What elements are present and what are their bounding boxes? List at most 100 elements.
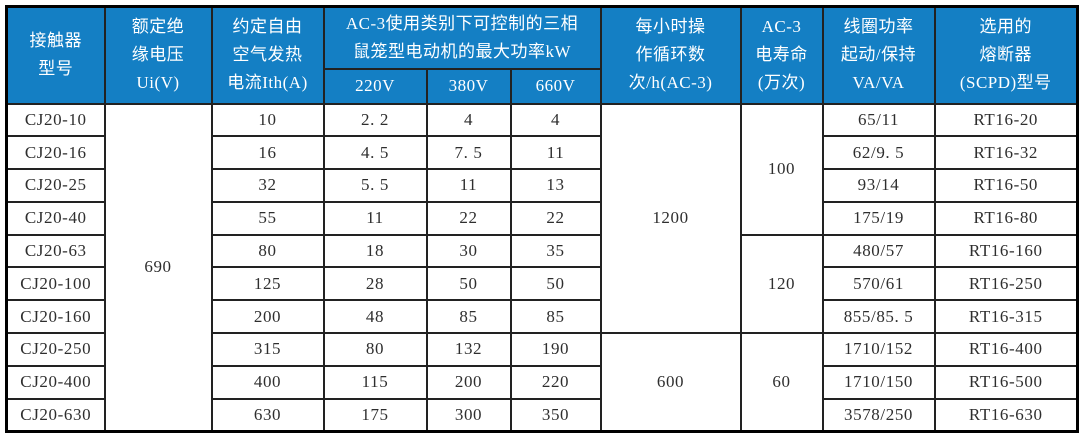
header-rated-insulation-voltage: 额定绝 缘电压 Ui(V) bbox=[103, 5, 213, 105]
cell-fuse: RT16-250 bbox=[933, 266, 1079, 302]
cell-ith: 315 bbox=[210, 332, 325, 367]
cell-kw-380: 300 bbox=[425, 397, 512, 433]
cell-ith: 80 bbox=[210, 233, 325, 269]
cell-kw-380: 30 bbox=[425, 233, 512, 269]
cell-kw-660: 350 bbox=[509, 397, 602, 433]
cell-ith: 400 bbox=[210, 364, 325, 400]
cell-kw-660: 4 bbox=[509, 102, 602, 138]
cell-coil: 855/85. 5 bbox=[821, 299, 936, 335]
header-row-2: 220V 380V 660V bbox=[7, 67, 1078, 105]
cell-rated-insulation-voltage: 690 bbox=[103, 102, 213, 433]
header-contactor-model: 接触器 型号 bbox=[5, 5, 106, 105]
table-row: CJ20-100 125 28 50 50 570/61 RT16-250 bbox=[5, 266, 1079, 302]
cell-model: CJ20-63 bbox=[5, 233, 106, 269]
table-row: CJ20-160 200 48 85 85 855/85. 5 RT16-315 bbox=[5, 299, 1079, 335]
header-fuse-type: 选用的 熔断器 (SCPD)型号 bbox=[933, 5, 1079, 105]
cell-ith: 200 bbox=[210, 299, 325, 335]
header-free-air-thermal-current: 约定自由 空气发热 电流Ith(A) bbox=[210, 5, 325, 105]
cell-kw-660: 13 bbox=[509, 168, 602, 203]
cell-model: CJ20-16 bbox=[5, 135, 106, 171]
cell-model: CJ20-160 bbox=[5, 299, 106, 335]
cell-kw-660: 220 bbox=[509, 364, 602, 400]
cell-coil: 65/11 bbox=[821, 102, 936, 138]
cell-coil: 480/57 bbox=[821, 233, 936, 269]
table-row: CJ20-630 630 175 300 350 3578/250 RT16-6… bbox=[5, 397, 1079, 433]
cell-model: CJ20-10 bbox=[5, 102, 106, 138]
table-row: CJ20-25 32 5. 5 11 13 93/14 RT16-50 bbox=[5, 168, 1079, 203]
cell-coil: 570/61 bbox=[821, 266, 936, 302]
cell-life-60: 60 bbox=[739, 332, 824, 433]
cell-ith: 32 bbox=[210, 168, 325, 203]
cell-kw-660: 85 bbox=[509, 299, 602, 335]
header-ac3-max-power-group: AC-3使用类别下可控制的三相 鼠笼型电动机的最大功率kW bbox=[322, 5, 602, 70]
cell-kw-220: 18 bbox=[322, 233, 428, 269]
header-coil-power: 线圈功率 起动/保持 VA/VA bbox=[821, 5, 936, 105]
cell-kw-380: 50 bbox=[425, 266, 512, 302]
cell-kw-220: 5. 5 bbox=[322, 168, 428, 203]
cell-coil: 175/19 bbox=[821, 200, 936, 236]
header-ac3-electrical-life: AC-3 电寿命 (万次) bbox=[739, 5, 824, 105]
table-row: CJ20-16 16 4. 5 7. 5 11 62/9. 5 RT16-32 bbox=[5, 135, 1079, 171]
cell-kw-380: 132 bbox=[425, 332, 512, 367]
cell-ith: 10 bbox=[210, 102, 325, 138]
cell-coil: 62/9. 5 bbox=[821, 135, 936, 171]
cell-life-120: 120 bbox=[739, 233, 824, 335]
cell-fuse: RT16-32 bbox=[933, 135, 1079, 171]
cell-model: CJ20-40 bbox=[5, 200, 106, 236]
cell-ith: 630 bbox=[210, 397, 325, 433]
table-row: CJ20-40 55 11 22 22 175/19 RT16-80 bbox=[5, 200, 1079, 236]
table-row: CJ20-250 315 80 132 190 600 60 1710/152 … bbox=[5, 332, 1079, 433]
cell-kw-220: 115 bbox=[322, 364, 428, 400]
cell-kw-220: 48 bbox=[322, 299, 428, 335]
cell-fuse: RT16-80 bbox=[933, 200, 1079, 236]
cell-kw-660: 35 bbox=[509, 233, 602, 269]
header-voltage-220: 220V bbox=[322, 67, 428, 105]
header-voltage-660: 660V bbox=[509, 67, 602, 105]
header-cycles-per-hour: 每小时操 作循环数 次/h(AC-3) bbox=[599, 5, 742, 105]
cell-coil: 1710/150 bbox=[821, 364, 936, 400]
table-row: CJ20-400 400 115 200 220 1710/150 RT16-5… bbox=[5, 364, 1079, 400]
cell-kw-220: 11 bbox=[322, 200, 428, 236]
cell-model: CJ20-250 bbox=[5, 332, 106, 367]
cell-kw-380: 7. 5 bbox=[425, 135, 512, 171]
cell-kw-380: 4 bbox=[425, 102, 512, 138]
cell-fuse: RT16-630 bbox=[933, 397, 1079, 433]
cell-fuse: RT16-20 bbox=[933, 102, 1079, 138]
table-body: CJ20-10 690 10 2. 2 4 4 1200 100 65/11 R… bbox=[5, 102, 1079, 433]
cell-kw-380: 11 bbox=[425, 168, 512, 203]
cell-kw-220: 2. 2 bbox=[322, 102, 428, 138]
cell-coil: 93/14 bbox=[821, 168, 936, 203]
cell-kw-380: 22 bbox=[425, 200, 512, 236]
cell-fuse: RT16-500 bbox=[933, 364, 1079, 400]
table-row: CJ20-10 690 10 2. 2 4 4 1200 100 65/11 R… bbox=[5, 102, 1079, 433]
header-voltage-380: 380V bbox=[425, 67, 512, 105]
cell-kw-660: 22 bbox=[509, 200, 602, 236]
cell-life-100: 100 bbox=[739, 102, 824, 236]
cell-kw-380: 85 bbox=[425, 299, 512, 335]
cell-model: CJ20-630 bbox=[5, 397, 106, 433]
cell-fuse: RT16-50 bbox=[933, 168, 1079, 203]
cell-kw-660: 11 bbox=[509, 135, 602, 171]
cell-ith: 16 bbox=[210, 135, 325, 171]
cell-kw-220: 175 bbox=[322, 397, 428, 433]
cell-kw-660: 50 bbox=[509, 266, 602, 302]
cell-cycles-1200: 1200 bbox=[599, 102, 742, 335]
cell-coil: 1710/152 bbox=[821, 332, 936, 367]
cell-coil: 3578/250 bbox=[821, 397, 936, 433]
cell-ith: 55 bbox=[210, 200, 325, 236]
cell-kw-220: 80 bbox=[322, 332, 428, 367]
cell-kw-380: 200 bbox=[425, 364, 512, 400]
table-header: 接触器 型号 额定绝 缘电压 Ui(V) 约定自由 空气发热 电流Ith(A) … bbox=[5, 5, 1079, 105]
cell-fuse: RT16-315 bbox=[933, 299, 1079, 335]
cell-model: CJ20-25 bbox=[5, 168, 106, 203]
cell-model: CJ20-100 bbox=[5, 266, 106, 302]
cell-kw-220: 28 bbox=[322, 266, 428, 302]
cell-cycles-600: 600 bbox=[599, 332, 742, 433]
cell-fuse: RT16-400 bbox=[933, 332, 1079, 367]
header-row-1: 接触器 型号 额定绝 缘电压 Ui(V) 约定自由 空气发热 电流Ith(A) … bbox=[5, 5, 1079, 105]
cell-fuse: RT16-160 bbox=[933, 233, 1079, 269]
cell-kw-220: 4. 5 bbox=[322, 135, 428, 171]
table-row: CJ20-63 80 18 30 35 120 480/57 RT16-160 bbox=[5, 233, 1079, 335]
cell-ith: 125 bbox=[210, 266, 325, 302]
